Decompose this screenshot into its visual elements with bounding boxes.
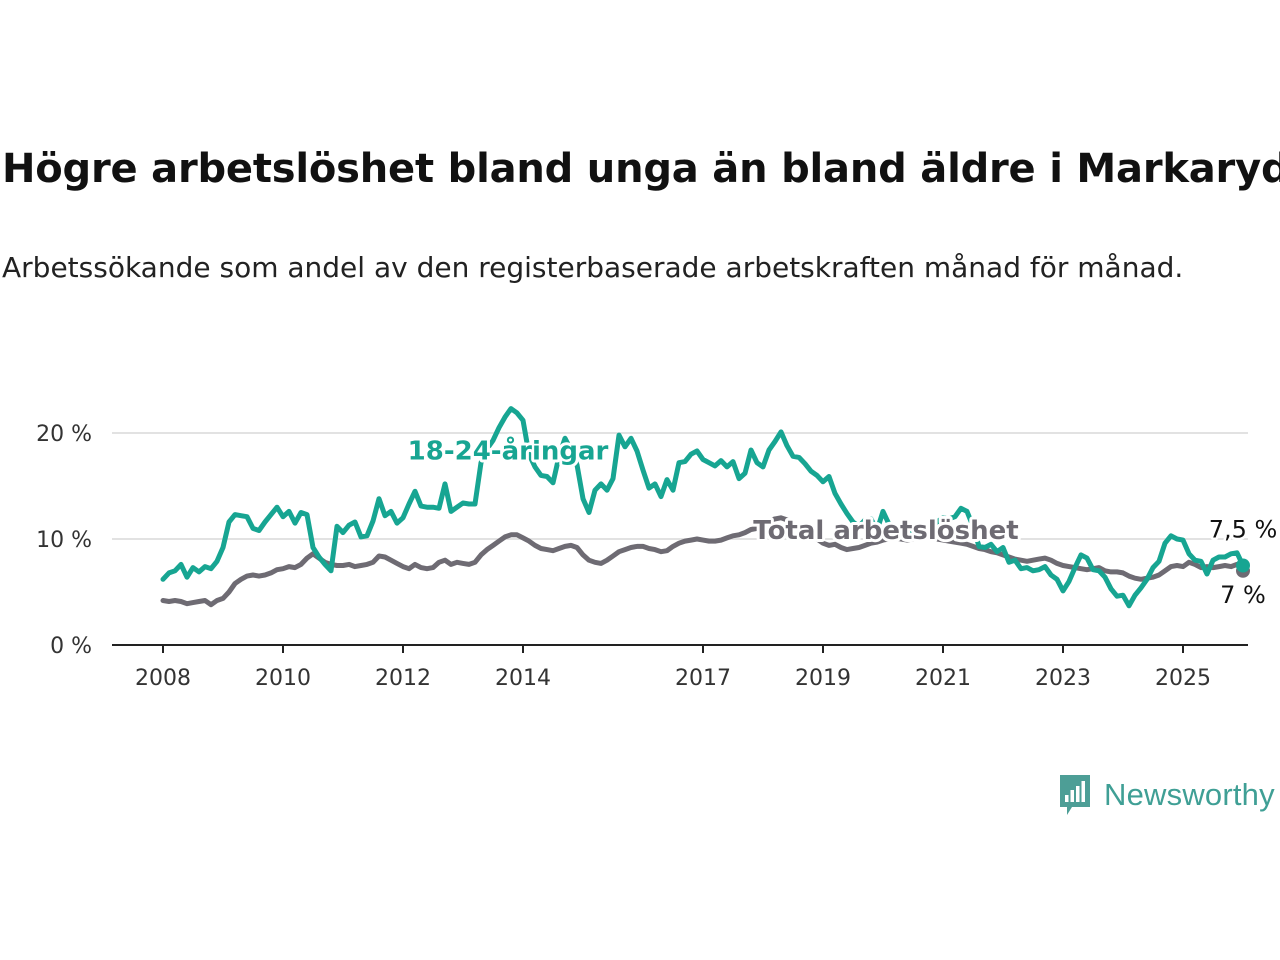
x-tick-label: 2025 xyxy=(1155,666,1211,691)
series-label-halo: Total arbetslöshet xyxy=(753,516,1018,546)
series-end-point xyxy=(1236,558,1250,573)
x-tick-label: 2023 xyxy=(1035,666,1091,691)
y-tick-label: 0 % xyxy=(50,634,92,659)
x-axis: 2008 2010 2012 2014 2017 2019 2021 2023 2025 xyxy=(112,644,1248,691)
end-value-label: 7 % xyxy=(1220,581,1266,609)
x-tick-label: 2019 xyxy=(795,666,851,691)
series-line xyxy=(160,515,1246,608)
y-axis: 0 % 10 % 20 % xyxy=(36,422,92,659)
chart-subtitle: Arbetssökande som andel av den registerb… xyxy=(2,251,1184,284)
grid-lines xyxy=(112,432,1248,540)
series-lines xyxy=(160,406,1250,609)
bar-chart-speech-bubble-icon xyxy=(1060,775,1090,815)
x-tick-label: 2021 xyxy=(915,666,971,691)
end-value-label-halo: 7,5 % xyxy=(1209,516,1278,544)
y-tick-label: 10 % xyxy=(36,528,92,553)
chart-title: Högre arbetslöshet bland unga än bland ä… xyxy=(2,146,1280,192)
end-value-label: 7,5 % xyxy=(1209,516,1278,544)
x-tick-label: 2014 xyxy=(495,666,551,691)
x-tick-label: 2008 xyxy=(135,666,191,691)
brand-logo[interactable]: Newsworthy xyxy=(1058,773,1275,817)
series-label: 18-24-åringar xyxy=(408,435,609,467)
x-tick-label: 2010 xyxy=(255,666,311,691)
end-value-label-halo: 7 % xyxy=(1220,581,1266,609)
x-tick-label: 2012 xyxy=(375,666,431,691)
brand-name: Newsworthy xyxy=(1104,777,1275,812)
series-label-halo: 18-24-åringar xyxy=(408,435,609,467)
x-tick-label: 2017 xyxy=(675,666,731,691)
y-tick-label: 20 % xyxy=(36,422,92,447)
series-line xyxy=(160,406,1246,609)
series-label: Total arbetslöshet xyxy=(753,516,1018,546)
line-chart: 0 % 10 % 20 % 2008 2010 2012 2014 2017 2019 2021… xyxy=(36,406,1280,691)
